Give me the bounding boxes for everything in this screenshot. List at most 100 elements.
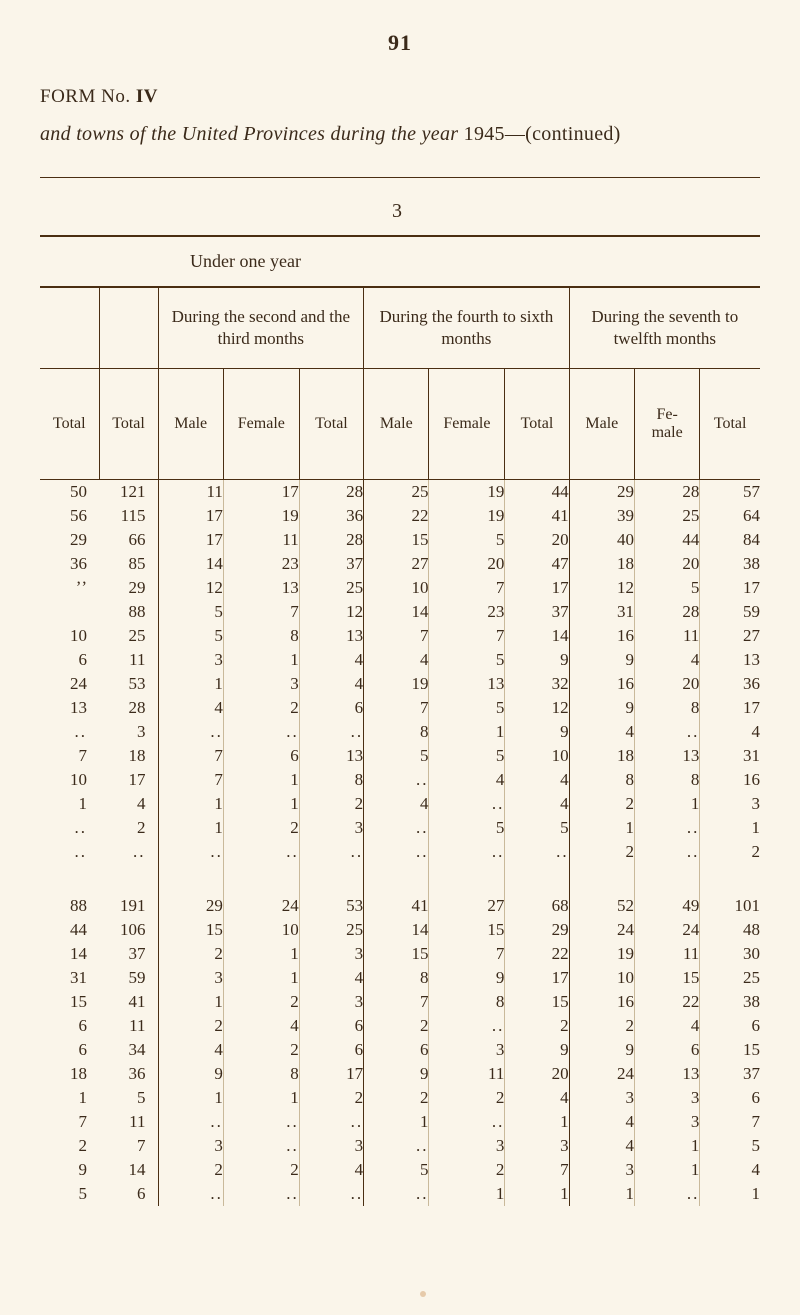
page-blemish	[420, 1291, 426, 1297]
table-cell: ..	[364, 840, 429, 864]
table-cell: 1	[634, 1134, 699, 1158]
table-cell: 11	[634, 624, 699, 648]
table-cell: 28	[299, 480, 363, 505]
table-row: 273..3..33415	[40, 1134, 760, 1158]
table-cell: 8	[429, 990, 505, 1014]
table-row: 143721315722191130	[40, 942, 760, 966]
table-cell: 20	[634, 672, 699, 696]
table-cell: 44	[634, 528, 699, 552]
table-cell: ..	[223, 840, 299, 864]
table-cell: 5	[158, 600, 223, 624]
table-cell: 7	[429, 576, 505, 600]
table-cell: 3	[299, 942, 363, 966]
table-cell: 4	[634, 648, 699, 672]
table-cell: 9	[569, 1038, 634, 1062]
table-cell: 39	[569, 504, 634, 528]
table-cell: 1	[700, 1182, 760, 1206]
table-cell: 3	[158, 1134, 223, 1158]
table-cell: 1	[569, 816, 634, 840]
table-cell: 53	[99, 672, 158, 696]
table-cell: ..	[223, 720, 299, 744]
table-cell: 5	[99, 1086, 158, 1110]
table-cell: 2	[158, 1158, 223, 1182]
table-cell: 2	[299, 792, 363, 816]
table-cell: 1	[158, 816, 223, 840]
table-cell: 25	[700, 966, 760, 990]
table-cell: 17	[299, 1062, 363, 1086]
table-cell: 4	[299, 672, 363, 696]
table-cell: 64	[700, 504, 760, 528]
table-cell: 4	[634, 1014, 699, 1038]
table-cell	[40, 600, 99, 624]
table-cell: 38	[700, 990, 760, 1014]
table-cell: 7	[429, 942, 505, 966]
table-cell: 5	[429, 696, 505, 720]
table-cell: 8	[364, 720, 429, 744]
table-cell: 68	[505, 894, 569, 918]
table-cell: 5	[429, 648, 505, 672]
table-cell: 2	[700, 840, 760, 864]
table-cell: 1	[364, 1110, 429, 1134]
table-row: 914224527314	[40, 1158, 760, 1182]
table-row: 31593148917101525	[40, 966, 760, 990]
table-cell: 5	[700, 1134, 760, 1158]
table-cell: 24	[569, 1062, 634, 1086]
table-row: 2453134191332162036	[40, 672, 760, 696]
table-cell: 15	[429, 918, 505, 942]
table-row: 1836981791120241337	[40, 1062, 760, 1086]
col-female-1: Female	[223, 369, 299, 480]
table-cell: 25	[299, 918, 363, 942]
col-total-2: Total	[505, 369, 569, 480]
table-cell: ..	[364, 1134, 429, 1158]
table-cell: 41	[99, 990, 158, 1014]
table-cell: 13	[634, 1062, 699, 1086]
table-cell: 20	[505, 528, 569, 552]
table-cell: 52	[569, 894, 634, 918]
table-cell: 24	[569, 918, 634, 942]
table-cell: 12	[505, 696, 569, 720]
table-row: 881912924534127685249101	[40, 894, 760, 918]
table-cell: 3	[700, 792, 760, 816]
table-row: 6344266399615	[40, 1038, 760, 1062]
table-cell: 1	[223, 942, 299, 966]
table-cell: 9	[364, 1062, 429, 1086]
table-cell: 115	[99, 504, 158, 528]
table-cell: 1	[700, 816, 760, 840]
table-cell: 9	[505, 720, 569, 744]
table-cell: 6	[223, 744, 299, 768]
table-cell: 3	[634, 1086, 699, 1110]
table-cell: 84	[700, 528, 760, 552]
table-row: 44106151025141529242448	[40, 918, 760, 942]
table-cell: 20	[634, 552, 699, 576]
table-cell: 6	[364, 1038, 429, 1062]
table-cell: 25	[634, 504, 699, 528]
table-cell: 19	[223, 504, 299, 528]
table-cell: 15	[700, 1038, 760, 1062]
table-cell: 20	[505, 1062, 569, 1086]
table-cell: 6	[299, 1038, 363, 1062]
table-cell: ..	[223, 1110, 299, 1134]
form-label-prefix: FORM No.	[40, 86, 136, 107]
table-cell: ..	[429, 1110, 505, 1134]
table-cell: 29	[505, 918, 569, 942]
table-cell: 4	[700, 720, 760, 744]
table-cell: 34	[99, 1038, 158, 1062]
table-cell: 8	[569, 768, 634, 792]
table-cell: ..	[223, 1134, 299, 1158]
table-cell: 9	[505, 648, 569, 672]
table-cell: ..	[40, 720, 99, 744]
table-row: ................2..2	[40, 840, 760, 864]
table-cell: 17	[223, 480, 299, 505]
table-cell: 17	[700, 696, 760, 720]
col-total-a: Total	[40, 369, 99, 480]
group-header-row: During the second and the third months D…	[40, 287, 760, 369]
table-row: ʼʼ291213251071712517	[40, 576, 760, 600]
table-cell: 3	[158, 966, 223, 990]
table-cell: 101	[700, 894, 760, 918]
table-cell: 1	[223, 1086, 299, 1110]
table-cell: 8	[223, 624, 299, 648]
table-row: 56........111..1	[40, 1182, 760, 1206]
form-label: FORM No. IV	[40, 86, 760, 108]
table-cell: 37	[99, 942, 158, 966]
table-cell: 1	[634, 1158, 699, 1182]
